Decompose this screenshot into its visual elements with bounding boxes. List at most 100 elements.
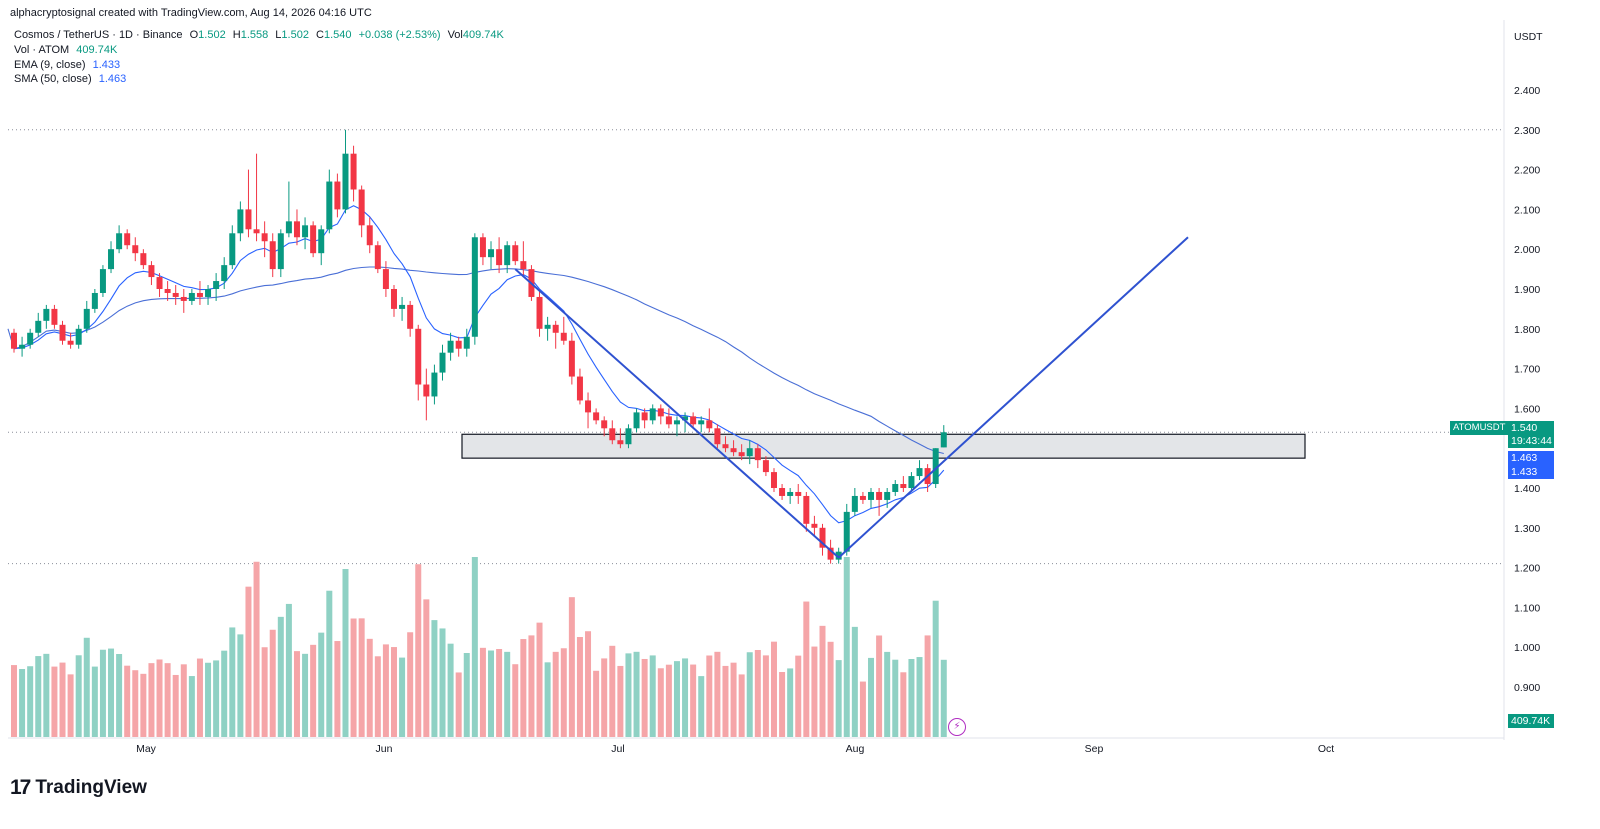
candle-body (819, 527, 826, 548)
volume-bar (447, 643, 454, 737)
volume-bar (164, 663, 171, 737)
volume-bar (463, 653, 470, 737)
volume-bar (99, 649, 106, 737)
candle-body (665, 416, 672, 425)
candle-body (35, 320, 42, 333)
candle-body (27, 332, 34, 345)
low-value: 1.502 (281, 29, 309, 41)
open-label: O (189, 29, 199, 41)
uptrend-projection-line (837, 236, 1189, 559)
candle-body (237, 209, 244, 234)
volume-bar (706, 655, 713, 737)
candle-body (787, 491, 794, 496)
close-value: 1.540 (323, 29, 352, 41)
volume-bar (843, 557, 850, 737)
volume-bar (91, 666, 98, 737)
candle-body (536, 296, 543, 329)
price-tick-label: 2.000 (1514, 244, 1540, 256)
candle-body (617, 440, 624, 445)
volume-bar (504, 651, 511, 737)
candle-body (940, 432, 947, 448)
volume-bar (35, 656, 42, 737)
volume-bar (455, 672, 462, 737)
ema-9-line (13, 205, 945, 524)
volume-bar (585, 631, 592, 737)
candle-body (851, 495, 858, 512)
volume-bar (488, 650, 495, 737)
candle-body (779, 488, 786, 496)
tradingview-logo[interactable]: 17 TradingView (10, 776, 147, 800)
candle-body (496, 249, 503, 266)
candle-body (714, 428, 721, 445)
candle-body (504, 245, 511, 266)
volume-bar (868, 657, 875, 737)
volume-bar (730, 662, 737, 737)
volume-bar (851, 626, 858, 737)
volume-bar (924, 635, 931, 737)
sma-legend[interactable]: SMA (50, close) 1.463 (14, 72, 126, 86)
volume-bar (811, 646, 818, 737)
candle-body (374, 245, 381, 270)
candle-body (213, 281, 220, 289)
ema-price-label: 1.433 (1508, 465, 1554, 479)
candle-body (99, 269, 106, 293)
low-label: L (275, 29, 282, 41)
candle-body (827, 547, 834, 560)
volume-bar (132, 670, 139, 737)
price-tick-label: 2.100 (1514, 204, 1540, 216)
candle-body (132, 245, 139, 254)
candle-body (196, 292, 203, 297)
candle-body (188, 292, 195, 301)
volume-bar (884, 651, 891, 737)
volume-bar (892, 659, 899, 737)
price-tick-label: 0.900 (1514, 682, 1540, 694)
volume-bar (714, 651, 721, 737)
open-value: 1.502 (198, 29, 226, 41)
volume-bar (358, 618, 365, 737)
time-tick-label: Sep (1085, 743, 1104, 755)
volume-bar (261, 647, 268, 737)
candle-body (738, 452, 745, 457)
volume-bar (213, 660, 220, 737)
candle-body (876, 491, 883, 500)
volume-bar (552, 651, 559, 737)
candle-body (690, 416, 697, 425)
volume-bar (673, 661, 680, 737)
candle-body (560, 332, 567, 341)
volume-legend[interactable]: Vol · ATOM 409.74K (14, 43, 117, 57)
lightning-icon[interactable]: ⚡ (948, 718, 966, 736)
candle-body (11, 332, 17, 349)
volume-bar (560, 648, 567, 737)
candle-body (576, 376, 583, 401)
candle-body (754, 448, 761, 461)
volume-bar (512, 664, 519, 737)
volume-bar (940, 659, 947, 737)
candle-body (269, 241, 276, 270)
candle-body (625, 428, 632, 445)
price-tick-label: 1.200 (1514, 563, 1540, 575)
volume-bar (431, 620, 438, 737)
volume-bar (172, 674, 179, 737)
sma-label: SMA (50, close) (14, 73, 92, 85)
candle-body (43, 308, 50, 321)
candle-body (488, 249, 495, 258)
downtrend-line (514, 268, 840, 559)
candle-body (609, 428, 616, 441)
volume-bar (625, 653, 632, 737)
candle-body (350, 153, 357, 190)
ema-legend[interactable]: EMA (9, close) 1.433 (14, 58, 120, 72)
volume-bar (738, 674, 745, 737)
volume-bar (423, 599, 430, 737)
volume-bar (593, 670, 600, 737)
candle-body (673, 420, 680, 425)
symbol-tag: ATOMUSDT (1450, 421, 1509, 435)
volume-indicator-value: 409.74K (76, 44, 118, 56)
candle-body (811, 523, 818, 528)
candle-body (116, 233, 123, 250)
candle-body (277, 233, 284, 270)
candle-body (423, 384, 430, 397)
candle-body (293, 221, 300, 238)
volume-bar (253, 561, 260, 737)
candle-body (285, 221, 292, 234)
